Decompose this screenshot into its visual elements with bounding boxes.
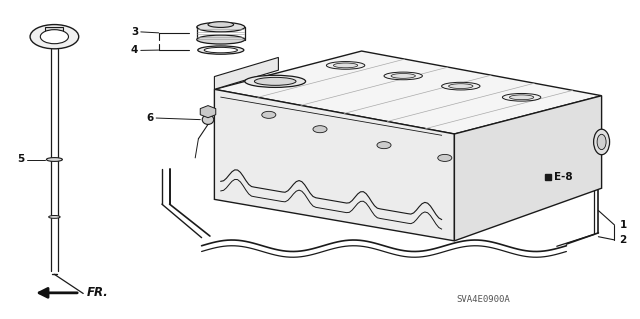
Ellipse shape	[442, 82, 480, 90]
Text: E-8: E-8	[554, 172, 572, 182]
Circle shape	[40, 30, 68, 44]
Text: 4: 4	[131, 45, 138, 56]
Ellipse shape	[244, 75, 306, 87]
Ellipse shape	[333, 63, 358, 68]
Ellipse shape	[391, 73, 415, 78]
Ellipse shape	[449, 84, 473, 89]
Ellipse shape	[198, 46, 244, 54]
Polygon shape	[214, 57, 278, 89]
Ellipse shape	[208, 22, 234, 27]
Ellipse shape	[204, 48, 237, 53]
Circle shape	[438, 154, 452, 161]
Ellipse shape	[326, 62, 365, 69]
Text: 5: 5	[17, 154, 24, 165]
Circle shape	[30, 25, 79, 49]
Circle shape	[377, 142, 391, 149]
FancyBboxPatch shape	[45, 27, 63, 40]
Ellipse shape	[509, 95, 534, 100]
Polygon shape	[454, 96, 602, 241]
Ellipse shape	[254, 77, 296, 85]
Ellipse shape	[197, 35, 244, 44]
Polygon shape	[214, 51, 602, 134]
Text: SVA4E0900A: SVA4E0900A	[456, 295, 510, 304]
Ellipse shape	[597, 134, 606, 150]
Ellipse shape	[384, 72, 422, 80]
Circle shape	[313, 126, 327, 133]
Text: 1: 1	[620, 220, 627, 230]
Polygon shape	[214, 89, 454, 241]
Ellipse shape	[202, 115, 214, 124]
Text: FR.: FR.	[86, 286, 108, 299]
Ellipse shape	[47, 158, 63, 161]
Ellipse shape	[49, 216, 60, 219]
Ellipse shape	[502, 93, 541, 101]
Polygon shape	[200, 106, 216, 118]
Ellipse shape	[197, 22, 244, 32]
Ellipse shape	[593, 129, 609, 155]
Text: 3: 3	[131, 27, 138, 37]
Text: 2: 2	[620, 235, 627, 245]
Circle shape	[262, 111, 276, 118]
Text: 6: 6	[147, 113, 154, 123]
